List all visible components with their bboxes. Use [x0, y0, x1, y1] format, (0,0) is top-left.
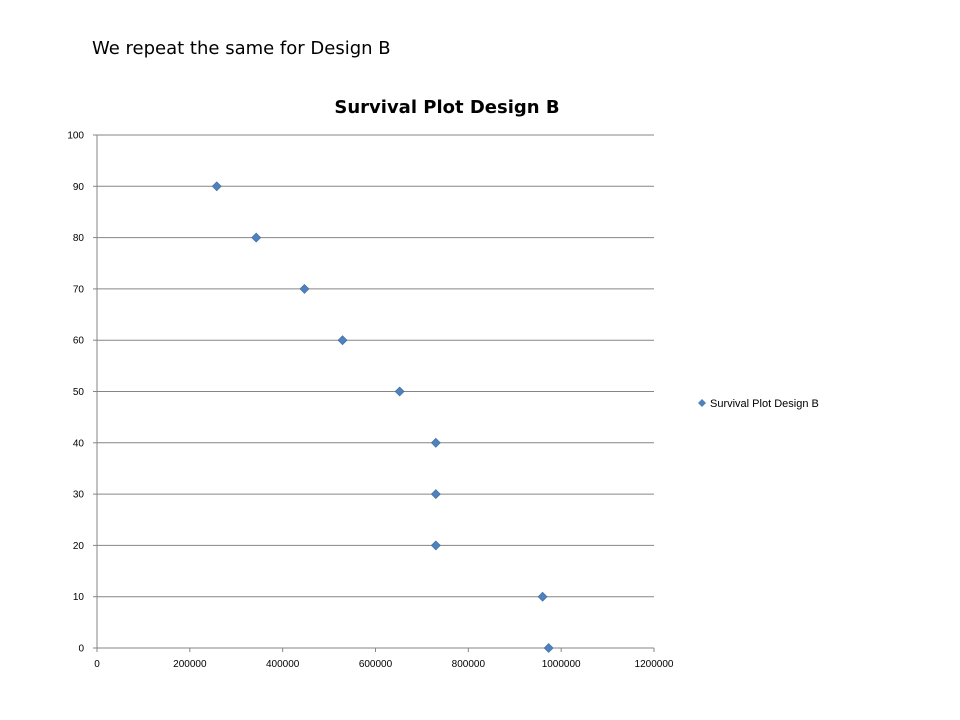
data-points [211, 181, 554, 653]
data-point [543, 643, 554, 653]
x-tick-label: 1000000 [542, 659, 581, 670]
y-tick-label: 20 [73, 541, 85, 552]
data-point [430, 540, 441, 551]
tick-labels: 0 10 20 30 40 50 60 70 80 90 100 0 200000 400000 60000… [67, 131, 674, 671]
y-tick-label: 60 [73, 336, 85, 347]
data-point [337, 335, 348, 346]
y-tick-label: 100 [67, 131, 84, 142]
gridlines [97, 134, 654, 598]
data-point [430, 437, 441, 448]
y-tick-label: 90 [73, 182, 85, 193]
x-tick-label: 800000 [452, 659, 486, 670]
legend: Survival Plot Design B [698, 398, 819, 410]
data-point [251, 232, 262, 243]
y-tick-label: 30 [73, 490, 85, 501]
x-tick-label: 1200000 [635, 659, 674, 670]
x-tick-label: 600000 [359, 659, 393, 670]
data-point [394, 386, 405, 397]
data-point [299, 283, 310, 294]
chart-title: Survival Plot Design B [334, 97, 559, 118]
data-point [537, 591, 548, 602]
x-tick-label: 200000 [173, 659, 207, 670]
y-tick-label: 40 [73, 438, 85, 449]
y-tick-label: 70 [73, 284, 85, 295]
slide-heading: We repeat the same for Design B [92, 38, 391, 59]
y-tick-label: 10 [73, 592, 85, 603]
legend-label: Survival Plot Design B [710, 398, 819, 410]
x-tick-label: 0 [94, 659, 100, 670]
legend-marker [698, 399, 706, 407]
data-point [211, 181, 222, 192]
y-tick-label: 0 [78, 644, 84, 655]
axes [93, 134, 655, 652]
x-tick-label: 400000 [266, 659, 300, 670]
y-tick-label: 80 [73, 233, 85, 244]
data-point [430, 489, 441, 500]
y-tick-label: 50 [73, 387, 85, 398]
